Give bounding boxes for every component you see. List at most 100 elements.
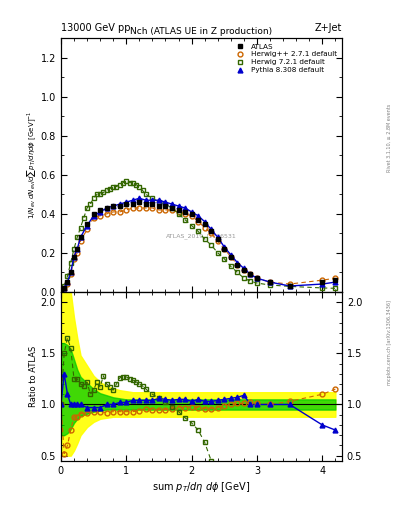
- Herwig 7.2.1 default: [268, 282, 272, 288]
- Herwig++ 2.7.1 default: [235, 262, 240, 268]
- Herwig 7.2.1 default: [65, 273, 70, 280]
- Pythia 8.308 default: [228, 252, 233, 258]
- Legend: ATLAS, Herwig++ 2.7.1 default, Herwig 7.2.1 default, Pythia 8.308 default: ATLAS, Herwig++ 2.7.1 default, Herwig 7.…: [231, 42, 338, 75]
- ATLAS: [196, 217, 200, 223]
- Herwig++ 2.7.1 default: [68, 271, 73, 278]
- Herwig 7.2.1 default: [94, 191, 99, 198]
- Herwig 7.2.1 default: [150, 195, 155, 201]
- Herwig 7.2.1 default: [62, 283, 66, 289]
- Herwig++ 2.7.1 default: [228, 253, 233, 260]
- ATLAS: [215, 236, 220, 242]
- Herwig++ 2.7.1 default: [183, 211, 187, 217]
- ATLAS: [287, 283, 292, 289]
- Herwig 7.2.1 default: [85, 205, 90, 211]
- Herwig 7.2.1 default: [130, 180, 135, 186]
- Herwig 7.2.1 default: [156, 199, 161, 205]
- Pythia 8.308 default: [111, 203, 116, 209]
- Herwig 7.2.1 default: [127, 180, 132, 186]
- Herwig 7.2.1 default: [68, 260, 73, 266]
- Herwig++ 2.7.1 default: [118, 209, 122, 215]
- ATLAS: [228, 253, 233, 260]
- ATLAS: [209, 228, 213, 234]
- Text: mcplots.cern.ch [arXiv:1306.3436]: mcplots.cern.ch [arXiv:1306.3436]: [387, 301, 392, 386]
- Herwig++ 2.7.1 default: [268, 279, 272, 285]
- ATLAS: [255, 275, 259, 281]
- Herwig 7.2.1 default: [189, 223, 194, 229]
- Herwig 7.2.1 default: [287, 283, 292, 289]
- ATLAS: [163, 203, 168, 209]
- ATLAS: [111, 203, 116, 209]
- ATLAS: [202, 221, 207, 227]
- Herwig++ 2.7.1 default: [104, 211, 109, 217]
- ATLAS: [75, 246, 80, 252]
- ATLAS: [333, 277, 338, 283]
- Herwig++ 2.7.1 default: [62, 286, 66, 292]
- Pythia 8.308 default: [91, 213, 96, 219]
- Pythia 8.308 default: [248, 271, 253, 278]
- Pythia 8.308 default: [333, 279, 338, 285]
- Herwig 7.2.1 default: [215, 250, 220, 256]
- Pythia 8.308 default: [98, 209, 103, 215]
- Pythia 8.308 default: [170, 201, 174, 207]
- ATLAS: [62, 285, 66, 291]
- ATLAS: [65, 279, 70, 285]
- Herwig++ 2.7.1 default: [287, 281, 292, 287]
- ATLAS: [176, 207, 181, 213]
- Text: ATLAS_2019_I1736531: ATLAS_2019_I1736531: [166, 233, 237, 239]
- Herwig 7.2.1 default: [176, 211, 181, 217]
- Herwig++ 2.7.1 default: [248, 271, 253, 278]
- ATLAS: [150, 201, 155, 207]
- Herwig++ 2.7.1 default: [72, 255, 76, 262]
- ATLAS: [183, 209, 187, 215]
- Pythia 8.308 default: [137, 195, 142, 201]
- Y-axis label: Ratio to ATLAS: Ratio to ATLAS: [29, 346, 38, 407]
- Pythia 8.308 default: [183, 205, 187, 211]
- Pythia 8.308 default: [209, 226, 213, 232]
- ATLAS: [268, 279, 272, 285]
- Pythia 8.308 default: [189, 209, 194, 215]
- Pythia 8.308 default: [222, 244, 227, 250]
- ATLAS: [242, 267, 246, 273]
- Pythia 8.308 default: [104, 205, 109, 211]
- ATLAS: [222, 246, 227, 252]
- Pythia 8.308 default: [196, 213, 200, 219]
- Pythia 8.308 default: [118, 201, 122, 207]
- Herwig 7.2.1 default: [101, 189, 106, 196]
- Herwig++ 2.7.1 default: [156, 207, 161, 213]
- Herwig++ 2.7.1 default: [75, 250, 80, 256]
- Herwig++ 2.7.1 default: [163, 207, 168, 213]
- Pythia 8.308 default: [124, 199, 129, 205]
- Pythia 8.308 default: [75, 246, 80, 252]
- Herwig 7.2.1 default: [124, 178, 129, 184]
- Herwig 7.2.1 default: [163, 201, 168, 207]
- ATLAS: [143, 201, 148, 207]
- Herwig++ 2.7.1 default: [98, 213, 103, 219]
- Line: Herwig++ 2.7.1 default: Herwig++ 2.7.1 default: [59, 206, 338, 294]
- Herwig 7.2.1 default: [170, 205, 174, 211]
- Pythia 8.308 default: [268, 279, 272, 285]
- Line: ATLAS: ATLAS: [59, 200, 338, 294]
- Line: Pythia 8.308 default: Pythia 8.308 default: [59, 196, 338, 294]
- ATLAS: [104, 205, 109, 211]
- Y-axis label: $1/N_{ev}$ $dN_{ev}/d\sum p_{T}/d\eta d\phi$ [GeV]$^{-1}$: $1/N_{ev}$ $dN_{ev}/d\sum p_{T}/d\eta d\…: [25, 111, 38, 220]
- ATLAS: [189, 211, 194, 217]
- Herwig 7.2.1 default: [114, 183, 119, 189]
- Text: 13000 GeV pp: 13000 GeV pp: [61, 23, 130, 33]
- Pythia 8.308 default: [320, 281, 325, 287]
- Pythia 8.308 default: [255, 275, 259, 281]
- ATLAS: [59, 289, 63, 295]
- Herwig 7.2.1 default: [59, 289, 63, 295]
- Pythia 8.308 default: [215, 234, 220, 240]
- Herwig 7.2.1 default: [320, 285, 325, 291]
- Herwig++ 2.7.1 default: [242, 267, 246, 273]
- Herwig++ 2.7.1 default: [59, 289, 63, 295]
- Herwig++ 2.7.1 default: [255, 275, 259, 281]
- Pythia 8.308 default: [72, 253, 76, 260]
- Herwig 7.2.1 default: [111, 183, 116, 189]
- Pythia 8.308 default: [78, 234, 83, 240]
- Herwig++ 2.7.1 default: [320, 277, 325, 283]
- Pythia 8.308 default: [68, 269, 73, 275]
- Pythia 8.308 default: [62, 285, 66, 291]
- Herwig++ 2.7.1 default: [130, 205, 135, 211]
- Herwig 7.2.1 default: [248, 278, 253, 284]
